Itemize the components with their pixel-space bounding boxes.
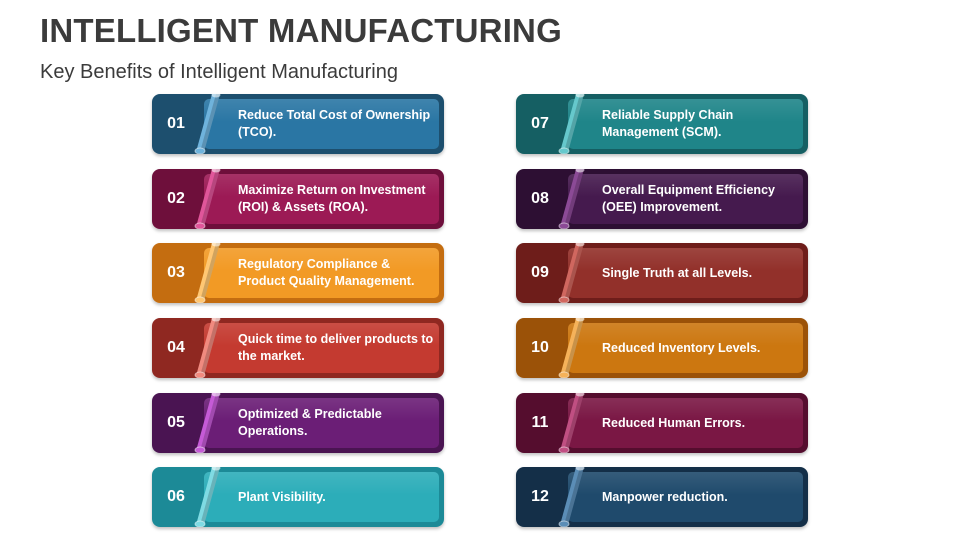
benefit-card-12: 12 Manpower reduction. bbox=[516, 467, 808, 527]
card-number: 09 bbox=[531, 264, 549, 281]
slide-title: INTELLIGENT MANUFACTURING bbox=[40, 12, 562, 49]
card-text-panel bbox=[204, 472, 439, 522]
card-text-panel bbox=[204, 174, 439, 224]
card-label: Manpower reduction. bbox=[602, 467, 800, 527]
scroll-icon bbox=[194, 467, 221, 527]
card-text-panel bbox=[204, 323, 439, 373]
card-label-text: Regulatory Compliance & Product Quality … bbox=[238, 257, 415, 288]
card-label: Regulatory Compliance & Product Quality … bbox=[238, 243, 436, 303]
benefit-card-03: 03 Regulatory Compliance & Product Qualit… bbox=[152, 243, 444, 303]
card-number: 08 bbox=[531, 190, 549, 207]
card-label-text: Optimized & Predictable Operations. bbox=[238, 407, 382, 438]
card-number: 11 bbox=[531, 414, 549, 431]
scroll-icon bbox=[194, 318, 221, 378]
scroll-icon bbox=[194, 243, 221, 303]
scroll-icon bbox=[558, 94, 585, 154]
card-label: Plant Visibility. bbox=[238, 467, 436, 527]
card-number: 04 bbox=[167, 339, 185, 356]
benefit-card-04: 04 Quick time to deliver products to the … bbox=[152, 318, 444, 378]
card-label-text: Single Truth at all Levels. bbox=[602, 265, 753, 280]
card-text-panel bbox=[568, 472, 803, 522]
benefit-card-07: 07 Reliable Supply Chain Management (SCM)… bbox=[516, 94, 808, 154]
scroll-icon bbox=[558, 169, 585, 229]
card-number: 05 bbox=[167, 414, 185, 431]
scroll-icon bbox=[194, 169, 221, 229]
benefit-card-06: 06 Plant Visibility. bbox=[152, 467, 444, 527]
card-label-text: Manpower reduction. bbox=[602, 489, 728, 504]
benefit-card-10: 10 Reduced Inventory Levels. bbox=[516, 318, 808, 378]
scroll-icon bbox=[194, 393, 221, 453]
benefit-card-09: 09 Single Truth at all Levels. bbox=[516, 243, 808, 303]
card-text-panel bbox=[568, 174, 803, 224]
card-text-panel bbox=[204, 398, 439, 448]
scroll-icon bbox=[194, 94, 221, 154]
card-text-panel bbox=[568, 398, 803, 448]
card-number: 06 bbox=[167, 488, 185, 505]
card-label-text: Plant Visibility. bbox=[238, 489, 326, 504]
card-label-text: Reduced Inventory Levels. bbox=[602, 340, 761, 355]
benefit-card-01: 01 Reduce Total Cost of Ownership (TCO). bbox=[152, 94, 444, 154]
scroll-icon bbox=[558, 393, 585, 453]
card-number: 12 bbox=[531, 488, 549, 505]
card-number: 01 bbox=[167, 115, 185, 132]
card-label-text: Reduced Human Errors. bbox=[602, 415, 746, 430]
scroll-icon bbox=[558, 243, 585, 303]
card-label: Quick time to deliver products to the ma… bbox=[238, 318, 436, 378]
card-label: Overall Equipment Efficiency (OEE) Impro… bbox=[602, 169, 800, 229]
card-label: Reduced Human Errors. bbox=[602, 393, 800, 453]
card-label-text: Maximize Return on Investment (ROI) & As… bbox=[238, 183, 426, 214]
card-label: Maximize Return on Investment (ROI) & As… bbox=[238, 169, 436, 229]
card-label-text: Reliable Supply Chain Management (SCM). bbox=[602, 108, 734, 139]
scroll-icon bbox=[558, 467, 585, 527]
card-number: 10 bbox=[531, 339, 549, 356]
benefit-card-02: 02 Maximize Return on Investment (ROI) & … bbox=[152, 169, 444, 229]
card-label: Optimized & Predictable Operations. bbox=[238, 393, 436, 453]
card-text-panel bbox=[568, 99, 803, 149]
card-label-text: Reduce Total Cost of Ownership (TCO). bbox=[238, 108, 431, 139]
scroll-icon bbox=[558, 318, 585, 378]
card-number: 07 bbox=[531, 115, 549, 132]
card-text-panel bbox=[568, 248, 803, 298]
card-label: Reduce Total Cost of Ownership (TCO). bbox=[238, 94, 436, 154]
card-text-panel bbox=[204, 99, 439, 149]
card-text-panel bbox=[568, 323, 803, 373]
card-label-text: Overall Equipment Efficiency (OEE) Impro… bbox=[602, 183, 775, 214]
card-label: Reduced Inventory Levels. bbox=[602, 318, 800, 378]
card-label: Reliable Supply Chain Management (SCM). bbox=[602, 94, 800, 154]
card-text-panel bbox=[204, 248, 439, 298]
card-number: 02 bbox=[167, 190, 185, 207]
benefit-card-11: 11 Reduced Human Errors. bbox=[516, 393, 808, 453]
slide-subtitle: Key Benefits of Intelligent Manufacturin… bbox=[40, 61, 398, 83]
card-number: 03 bbox=[167, 264, 185, 281]
benefit-card-05: 05 Optimized & Predictable Operations. bbox=[152, 393, 444, 453]
card-label-text: Quick time to deliver products to the ma… bbox=[238, 332, 434, 363]
benefit-card-08: 08 Overall Equipment Efficiency (OEE) Imp… bbox=[516, 169, 808, 229]
card-label: Single Truth at all Levels. bbox=[602, 243, 800, 303]
